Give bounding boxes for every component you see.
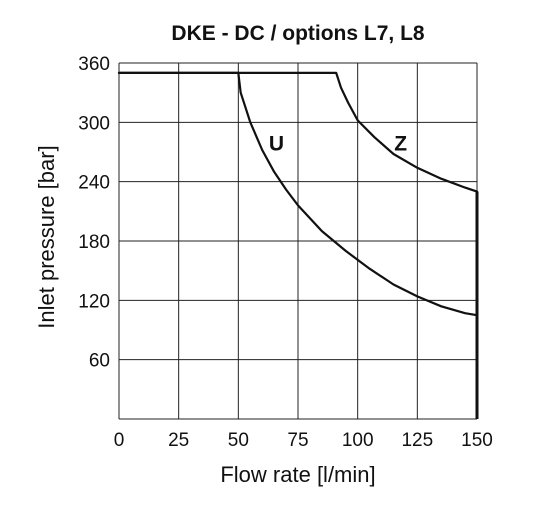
x-tick-label: 100 xyxy=(342,430,374,451)
y-tick-label: 300 xyxy=(78,113,110,134)
x-tick-label: 125 xyxy=(401,430,433,451)
x-tick-label: 75 xyxy=(287,430,308,451)
y-axis-label: Inlet pressure [bar] xyxy=(34,145,59,328)
y-tick-label: 120 xyxy=(78,291,110,312)
series-line-u xyxy=(117,71,479,317)
series-label-u: U xyxy=(269,132,284,155)
x-tick-label: 50 xyxy=(228,430,249,451)
x-axis-label: Flow rate [l/min] xyxy=(220,462,375,487)
chart-title: DKE - DC / options L7, L8 xyxy=(171,22,424,45)
tick-labels: 0 25 50 75 100 125 150 60 120 180 240 300 360 xyxy=(78,54,493,451)
y-tick-label: 360 xyxy=(78,54,110,75)
series-label-z: Z xyxy=(394,132,407,155)
x-tick-label: 150 xyxy=(461,430,493,451)
series-lines xyxy=(117,71,479,419)
y-tick-label: 240 xyxy=(78,173,110,194)
x-tick-label: 0 xyxy=(114,430,125,451)
series-line-z xyxy=(117,71,479,193)
grid xyxy=(118,62,478,420)
y-tick-label: 180 xyxy=(78,232,110,253)
x-tick-label: 25 xyxy=(168,430,189,451)
y-tick-label: 60 xyxy=(89,351,110,372)
